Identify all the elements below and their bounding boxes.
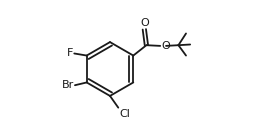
Text: Br: Br [62, 80, 74, 90]
Text: Cl: Cl [119, 109, 130, 119]
Text: O: O [161, 41, 170, 51]
Text: O: O [140, 18, 149, 28]
Text: F: F [67, 48, 73, 59]
